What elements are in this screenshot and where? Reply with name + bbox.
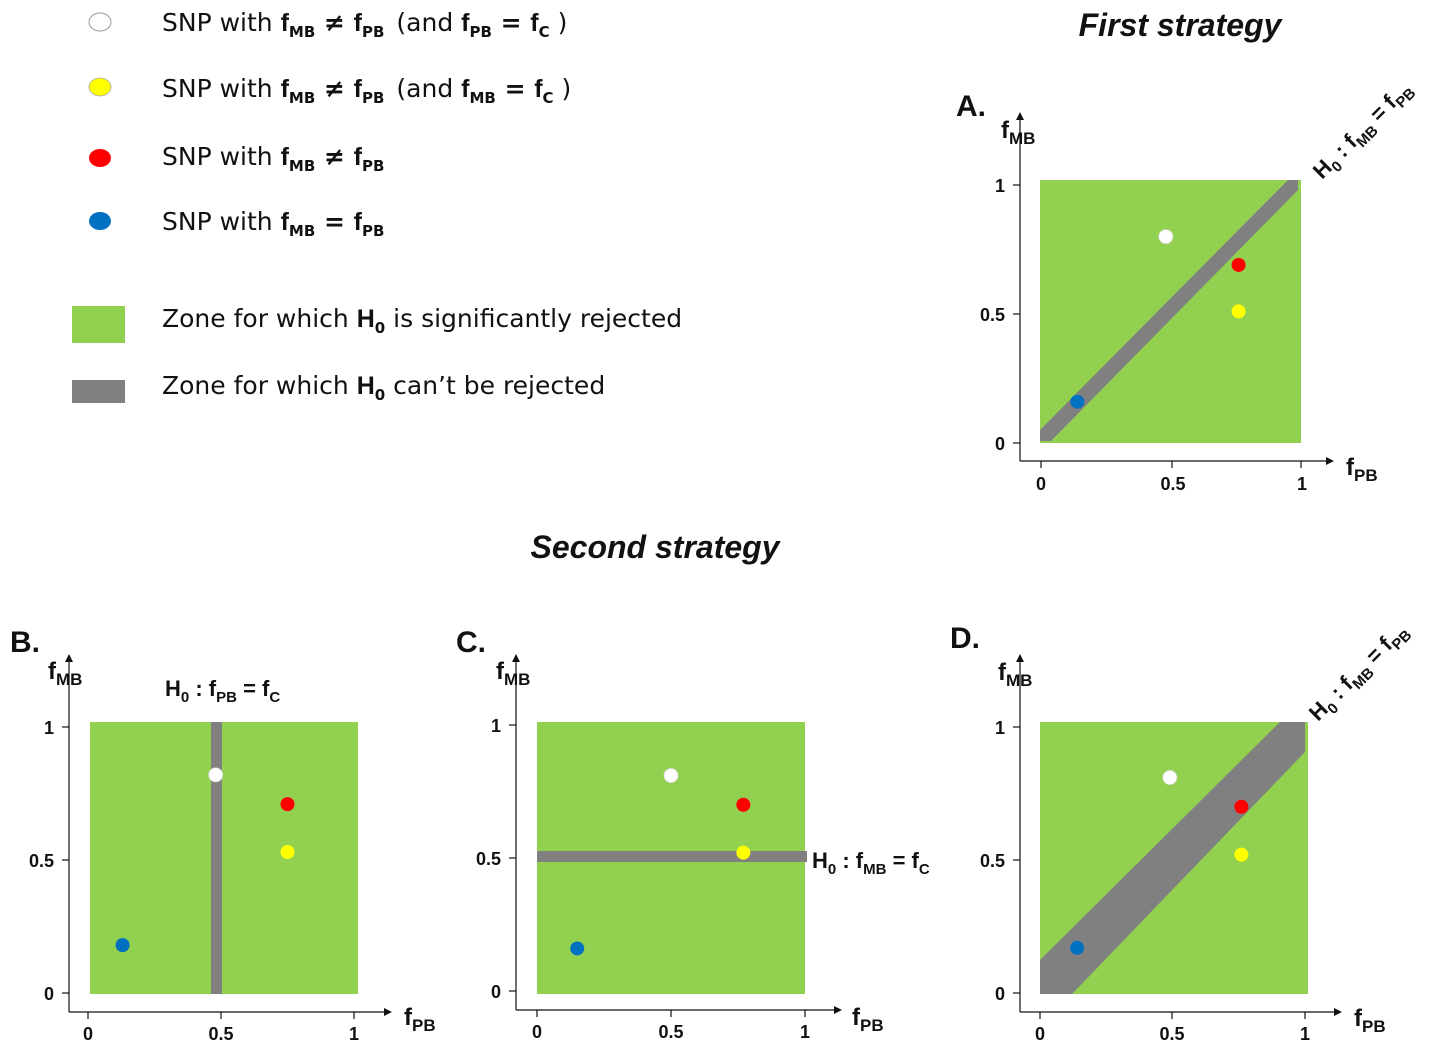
panel-c-xtick-0: 0 (532, 1022, 542, 1042)
panel-b-snp-red (280, 797, 295, 812)
panel-c-snp-red (736, 797, 751, 812)
panel-d-xtick-05: 0.5 (1159, 1024, 1184, 1042)
legend: SNP with fMB ≠ fPB (and fPB = fC ) SNP wi… (72, 8, 682, 404)
panel-c-y-label: fMB (496, 658, 530, 689)
panel-a-ytick-0: 0 (995, 434, 1005, 454)
panel-a-accept-band (1040, 180, 1298, 441)
panel-c-ytick-0: 0 (491, 982, 501, 1002)
panel-d-ytick-05: 0.5 (980, 851, 1005, 871)
panel-b-x-label: fPB (404, 1004, 436, 1035)
panel-a: A. 1 0.5 0 0 0.5 1 fMB fPB H0 : fMB = fP… (956, 75, 1420, 494)
panel-b-snp-blue (115, 938, 130, 953)
legend-marker-yellow (88, 77, 112, 97)
panel-d-accept-band (1040, 722, 1305, 994)
legend-label-white: SNP with fMB ≠ fPB (and fPB = fC ) (162, 8, 567, 41)
panel-a-xtick-05: 0.5 (1160, 474, 1185, 494)
panel-c-letter: C. (456, 626, 486, 659)
panel-a-snp-blue (1070, 394, 1085, 409)
legend-label-green-zone: Zone for which H0 is significantly rejec… (162, 304, 682, 337)
panel-a-ytick-05: 0.5 (980, 305, 1005, 325)
panel-b-letter: B. (10, 626, 40, 659)
panel-a-y-label: fMB (1001, 117, 1035, 148)
panel-d-snp-blue (1070, 940, 1085, 955)
panel-b-accept-band (211, 722, 222, 994)
panel-d-snp-white (1162, 770, 1178, 785)
legend-label-blue: SNP with fMB = fPB (162, 207, 384, 240)
panel-a-x-label: fPB (1346, 454, 1378, 485)
legend-label-yellow: SNP with fMB ≠ fPB (and fMB = fC ) (162, 74, 571, 107)
panel-c-xtick-1: 1 (800, 1022, 810, 1042)
panel-a-snp-red (1231, 257, 1246, 272)
panel-a-xtick-1: 1 (1297, 474, 1307, 494)
panel-d-letter: D. (950, 622, 980, 655)
panel-c-x-label: fPB (852, 1004, 884, 1035)
panel-b-reject-zone (90, 722, 358, 994)
panel-a-ytick-1: 1 (995, 176, 1005, 196)
panel-d-ytick-1: 1 (995, 718, 1005, 738)
panel-a-xtick-0: 0 (1036, 474, 1046, 494)
panel-d-x-label: fPB (1354, 1005, 1386, 1036)
panel-d-xtick-0: 0 (1035, 1024, 1045, 1042)
panel-a-snp-yellow (1231, 304, 1246, 319)
panel-b-snp-yellow (280, 845, 295, 860)
title-first-strategy: First strategy (1079, 7, 1284, 43)
panel-c-snp-blue (570, 941, 585, 956)
panel-c: C. 1 0.5 0 0 0.5 1 fMB fPB H0 : fMB = fC (456, 626, 930, 1042)
panel-c-h0-label: H0 : fMB = fC (812, 848, 930, 878)
legend-marker-red (89, 149, 111, 167)
panel-c-xtick-05: 0.5 (658, 1022, 683, 1042)
panel-b: B. 1 0.5 0 0 0.5 1 fMB fPB H0 : fPB = fC (10, 626, 436, 1042)
panel-b-snp-white (208, 767, 224, 783)
panel-d-xtick-1: 1 (1300, 1024, 1310, 1042)
legend-marker-white (88, 12, 112, 32)
panel-a-snp-white (1158, 229, 1174, 245)
panel-b-ytick-1: 1 (44, 718, 54, 738)
panel-d-y-label: fMB (998, 659, 1032, 690)
panel-a-h0-label: H0 : fMB = fPB (1308, 75, 1420, 187)
panel-c-ytick-05: 0.5 (476, 849, 501, 869)
legend-swatch-green (72, 306, 125, 343)
panel-c-accept-band (537, 851, 807, 862)
panel-b-ytick-0: 0 (44, 984, 54, 1004)
legend-label-gray-zone: Zone for which H0 can’t be rejected (162, 371, 605, 404)
panel-b-ytick-05: 0.5 (29, 851, 54, 871)
legend-swatch-gray (72, 380, 125, 403)
panel-c-ytick-1: 1 (491, 716, 501, 736)
legend-marker-blue (89, 212, 111, 230)
panel-b-xtick-0: 0 (83, 1024, 93, 1042)
panel-b-xtick-1: 1 (349, 1024, 359, 1042)
panel-d-snp-red (1234, 799, 1249, 814)
panel-d: D. 1 0.5 0 0 0.5 1 fMB fPB H0 : fMB = fP… (950, 617, 1416, 1042)
panel-b-y-label: fMB (48, 658, 82, 689)
panel-d-snp-yellow (1234, 847, 1249, 862)
panel-b-h0-label: H0 : fPB = fC (165, 676, 280, 706)
legend-label-red: SNP with fMB ≠ fPB (162, 142, 384, 175)
panel-c-snp-white (663, 768, 679, 783)
panel-d-ytick-0: 0 (995, 984, 1005, 1004)
panel-d-h0-label: H0 : fMB = fPB (1304, 617, 1416, 729)
panel-b-xtick-05: 0.5 (208, 1024, 233, 1042)
panel-c-snp-yellow (736, 845, 751, 860)
title-second-strategy: Second strategy (531, 529, 782, 565)
panel-a-letter: A. (956, 90, 986, 123)
